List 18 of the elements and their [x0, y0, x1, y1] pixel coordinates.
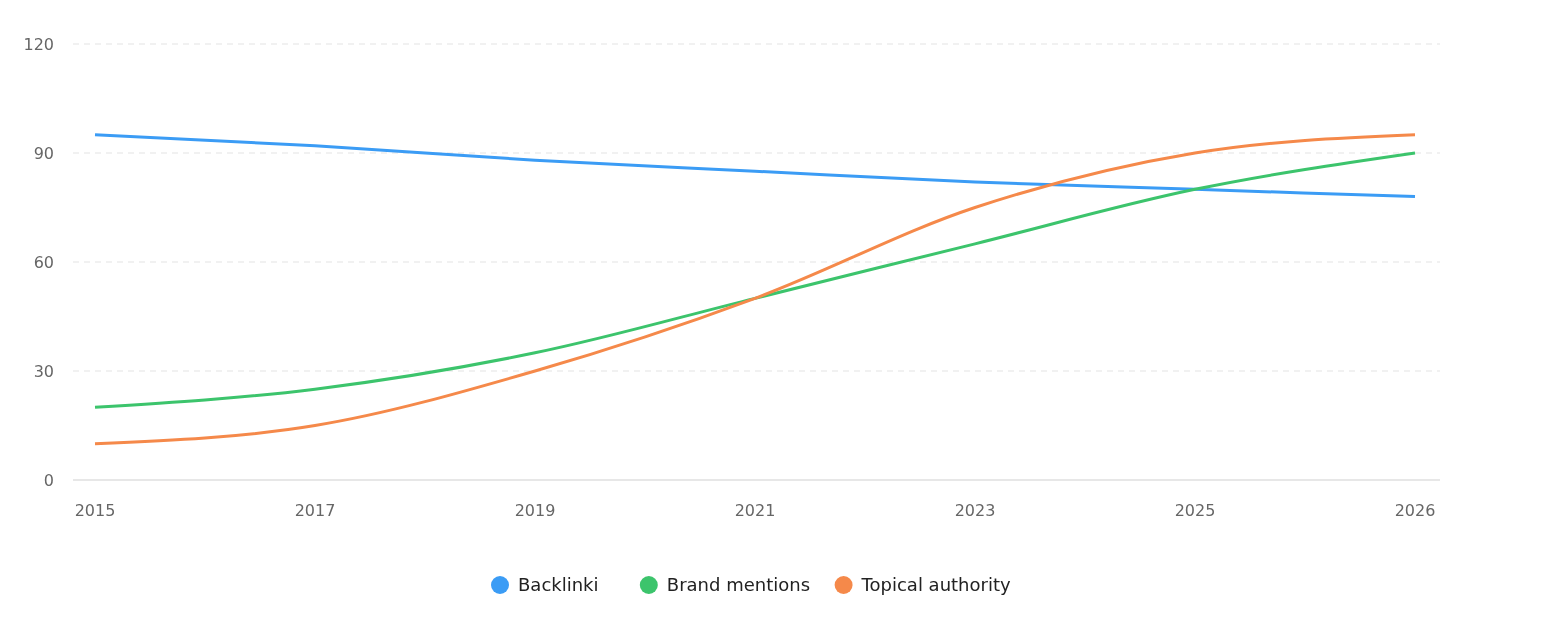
x-tick-label: 2015	[74, 501, 116, 520]
line-series	[93, 133, 1417, 199]
legend-label: Brand mentions	[666, 574, 811, 596]
y-tick-label: 0	[43, 470, 54, 490]
y-tick-label: 60	[33, 252, 54, 272]
x-tick-label: 2017	[294, 501, 336, 520]
line-series	[93, 133, 1417, 446]
legend-label: Backlinki	[518, 574, 599, 596]
x-tick-label: 2021	[734, 501, 776, 520]
x-tick-label: 2026	[1394, 501, 1436, 520]
y-tick-label: 90	[33, 143, 54, 163]
line-series	[93, 151, 1417, 409]
x-tick-label: 2023	[954, 501, 996, 520]
legend-label: Topical authority	[860, 574, 1011, 596]
x-tick-label: 2025	[1174, 501, 1216, 520]
y-tick-label: 120	[23, 34, 54, 54]
y-tick-label: 30	[33, 361, 54, 381]
x-tick-label: 2019	[514, 501, 556, 520]
